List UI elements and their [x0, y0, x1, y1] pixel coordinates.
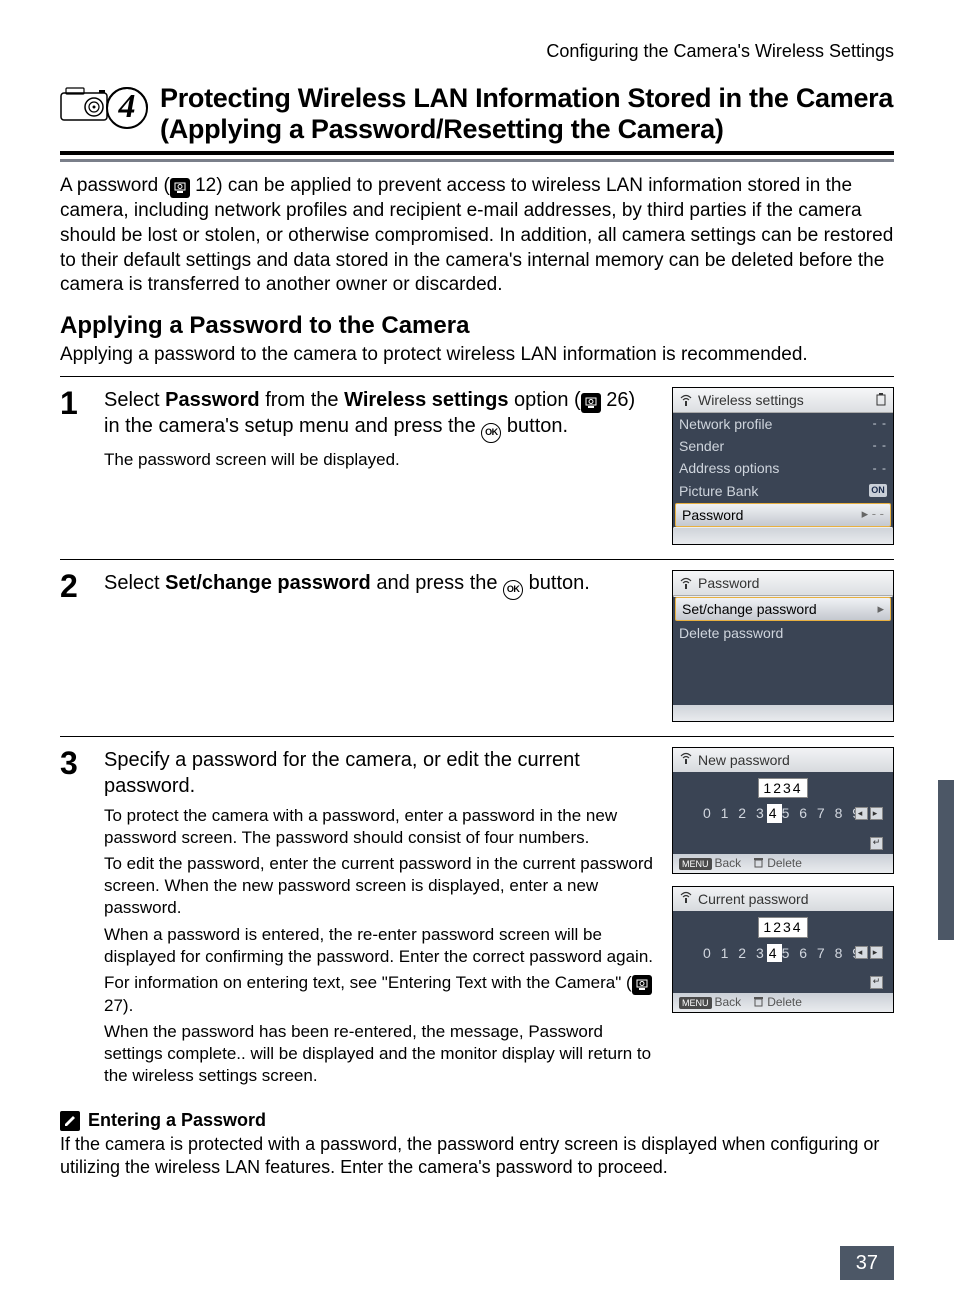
screen-title-text: New password [698, 751, 790, 769]
steps-list: 1 Select Password from the Wireless sett… [60, 376, 894, 1105]
delete-button[interactable]: Delete [753, 856, 802, 872]
wifi-icon [679, 890, 693, 908]
section-step-number: 4 [119, 85, 136, 129]
screen-title-bar: Password [673, 571, 893, 596]
breadcrumb: Configuring the Camera's Wireless Settin… [60, 40, 894, 63]
nav-left-icon[interactable]: ◂ [855, 946, 868, 959]
trash-icon [753, 857, 764, 868]
step-number: 2 [60, 570, 86, 722]
section-title-line1: Protecting Wireless LAN Information Stor… [160, 83, 893, 113]
step-2: 2 Select Set/change password and press t… [60, 560, 894, 737]
new-password-screen: New password 1234 0 1 2 345 6 7 8 9 ◂▸ ↵… [672, 747, 894, 874]
selected-digit: 4 [767, 944, 782, 962]
current-password-screen: Current password 1234 0 1 2 345 6 7 8 9 … [672, 886, 894, 1013]
step-3: 3 Specify a password for the camera, or … [60, 737, 894, 1105]
back-button[interactable]: MENUBack [679, 856, 741, 872]
screen-title-text: Wireless settings [698, 391, 804, 409]
screen-title-bar: Wireless settings [673, 388, 893, 413]
digit-selector-row[interactable]: 0 1 2 345 6 7 8 9 ◂▸ [679, 804, 887, 822]
intro-pre: A password ( [60, 175, 170, 196]
ok-icon: OK [481, 423, 501, 443]
caret-right-icon: ▸ - - [862, 506, 884, 523]
title-accent-stripe [60, 159, 894, 162]
delete-button[interactable]: Delete [753, 995, 802, 1011]
screen-footer [673, 528, 893, 544]
menu-item-password[interactable]: Password▸ - - [675, 503, 891, 527]
subsection-heading: Applying a Password to the Camera [60, 310, 894, 341]
section-header: 4 Protecting Wireless LAN Information St… [60, 81, 894, 155]
screen-footer: MENUBack Delete [673, 993, 893, 1013]
wifi-icon [679, 751, 693, 769]
note-body: If the camera is protected with a passwo… [60, 1133, 894, 1180]
nav-right-icon[interactable]: ▸ [870, 807, 883, 820]
screen-footer [673, 705, 893, 721]
enter-icon[interactable]: ↵ [870, 837, 883, 850]
note-heading-text: Entering a Password [88, 1109, 266, 1132]
screen-title-text: Password [698, 574, 759, 592]
menu-item-network-profile[interactable]: Network profile- - [673, 413, 893, 435]
trash-icon [753, 996, 764, 1007]
intro-paragraph: A password ( 12) can be applied to preve… [60, 174, 894, 297]
section-title-line2: (Applying a Password/Resetting the Camer… [160, 114, 724, 144]
screen-footer: MENUBack Delete [673, 854, 893, 874]
password-display: 1234 [758, 778, 807, 798]
nav-left-icon[interactable]: ◂ [855, 807, 868, 820]
menu-item-set-change-password[interactable]: Set/change password▸ [675, 597, 891, 621]
screen-title-bar: New password [673, 748, 893, 772]
step-3-p2: To edit the password, enter the current … [104, 853, 654, 919]
step-3-p3: When a password is entered, the re-enter… [104, 924, 654, 968]
menu-item-delete-password[interactable]: Delete password [673, 622, 893, 644]
nav-right-icon[interactable]: ▸ [870, 946, 883, 959]
enter-icon[interactable]: ↵ [870, 976, 883, 989]
pencil-icon [60, 1111, 80, 1131]
intro-ref-number: 12 [195, 175, 216, 196]
screen-title-text: Current password [698, 890, 809, 908]
caret-right-icon: ▸ [877, 601, 884, 618]
step-number: 1 [60, 387, 86, 545]
section-step-badge: 4 [104, 85, 150, 131]
ref-icon [632, 975, 652, 995]
note-heading: Entering a Password [60, 1109, 894, 1132]
step-2-main: Select Set/change password and press the… [104, 570, 654, 600]
menu-item-address-options[interactable]: Address options- - [673, 457, 893, 479]
back-button[interactable]: MENUBack [679, 995, 741, 1011]
password-menu-screen: Password Set/change password▸ Delete pas… [672, 570, 894, 722]
camera-icon [60, 87, 108, 121]
ref-icon [581, 393, 601, 413]
step-3-p5: When the password has been re-entered, t… [104, 1021, 654, 1087]
section-title: Protecting Wireless LAN Information Stor… [160, 81, 894, 145]
battery-icon [875, 392, 887, 406]
note-box: Entering a Password If the camera is pro… [60, 1109, 894, 1179]
wifi-icon [679, 576, 693, 590]
step-1-sub: The password screen will be displayed. [104, 449, 654, 471]
ok-icon: OK [503, 580, 523, 600]
ref-icon [170, 178, 190, 198]
step-3-p4: For information on entering text, see "E… [104, 972, 654, 1017]
page-number: 37 [840, 1246, 894, 1280]
step-3-main: Specify a password for the camera, or ed… [104, 747, 654, 799]
step-number: 3 [60, 747, 86, 1091]
wifi-icon [679, 393, 693, 407]
menu-item-picture-bank[interactable]: Picture BankON [673, 480, 893, 502]
screen-title-bar: Current password [673, 887, 893, 911]
menu-item-sender[interactable]: Sender- - [673, 435, 893, 457]
step-1: 1 Select Password from the Wireless sett… [60, 377, 894, 560]
digit-selector-row[interactable]: 0 1 2 345 6 7 8 9 ◂▸ [679, 944, 887, 962]
password-display: 1234 [758, 917, 807, 937]
selected-digit: 4 [767, 804, 782, 822]
step-1-main: Select Password from the Wireless settin… [104, 387, 654, 443]
side-tab [938, 780, 954, 940]
step-3-p1: To protect the camera with a password, e… [104, 805, 654, 849]
wireless-settings-screen: Wireless settings Network profile- - Sen… [672, 387, 894, 545]
subsection-desc: Applying a password to the camera to pro… [60, 343, 894, 368]
